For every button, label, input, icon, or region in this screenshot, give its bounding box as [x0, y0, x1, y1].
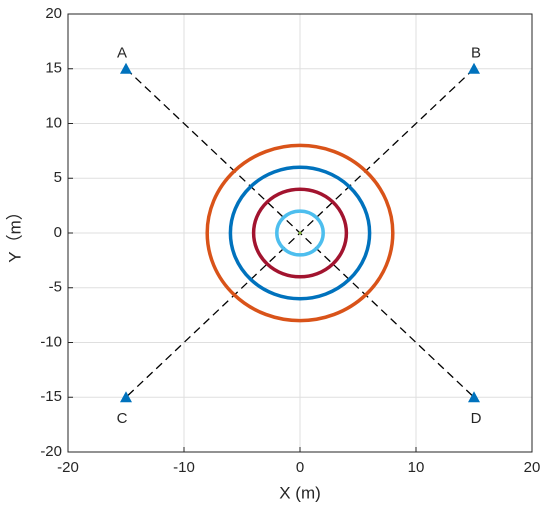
anchor-label: C: [117, 410, 128, 427]
anchor-marker: [468, 62, 480, 74]
range-circle: [275, 209, 325, 257]
x-tick-label: -10: [173, 459, 195, 476]
y-tick-label: 10: [45, 114, 62, 131]
y-tick-label: 20: [45, 5, 62, 22]
range-circle: [251, 187, 349, 279]
y-tick-label: -10: [40, 333, 62, 350]
x-tick-label: 20: [524, 459, 541, 476]
center-point: [298, 231, 302, 235]
range-circle: [205, 143, 395, 323]
x-tick-label: 0: [296, 459, 304, 476]
anchor-marker: [468, 391, 480, 403]
anchor-marker: [120, 391, 132, 403]
y-tick-label: -20: [40, 443, 62, 460]
y-tick-label: 15: [45, 60, 62, 77]
x-tick-label: -20: [57, 459, 79, 476]
y-tick-label: -5: [49, 279, 62, 296]
y-tick-label: 0: [54, 224, 62, 241]
anchor-label: A: [117, 45, 127, 62]
y-axis-label: Y（m）: [5, 203, 24, 263]
anchor-marker: [120, 62, 132, 74]
x-tick-label: 10: [408, 459, 425, 476]
anchor-label: B: [471, 45, 481, 62]
anchor-label: D: [471, 410, 482, 427]
range-circle: [228, 165, 372, 301]
y-tick-label: -15: [40, 388, 62, 405]
plot-frame: [67, 13, 533, 453]
x-axis-label: X (m): [279, 483, 321, 502]
y-tick-label: 5: [54, 169, 62, 186]
